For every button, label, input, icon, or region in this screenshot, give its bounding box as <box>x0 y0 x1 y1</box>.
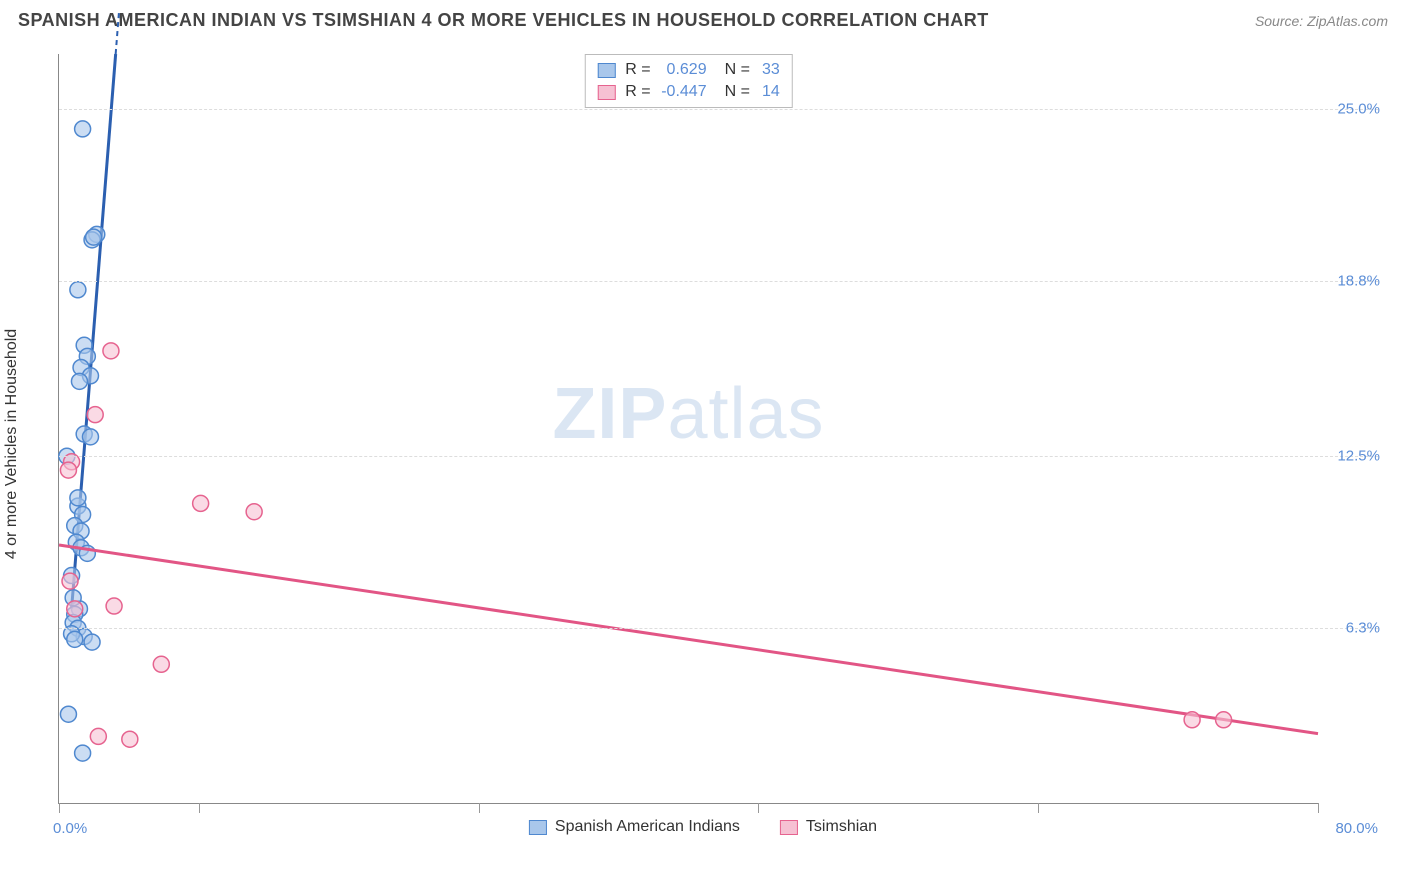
legend: Spanish American Indians Tsimshian <box>529 818 877 836</box>
data-point <box>193 495 209 511</box>
x-tick <box>1038 803 1039 813</box>
y-tick-label: 12.5% <box>1337 448 1380 465</box>
data-point <box>1184 712 1200 728</box>
data-point <box>122 731 138 747</box>
y-tick-label: 18.8% <box>1337 273 1380 290</box>
x-tick <box>758 803 759 813</box>
data-point <box>106 598 122 614</box>
data-point <box>246 504 262 520</box>
chart-header: SPANISH AMERICAN INDIAN VS TSIMSHIAN 4 O… <box>0 0 1406 37</box>
legend-label: Spanish American Indians <box>555 818 740 836</box>
y-tick-label: 6.3% <box>1346 620 1380 637</box>
data-point <box>71 373 87 389</box>
r-label: R = <box>625 61 650 79</box>
legend-label: Tsimshian <box>806 818 877 836</box>
data-point <box>75 121 91 137</box>
data-point <box>86 229 102 245</box>
gridline <box>59 628 1378 629</box>
gridline <box>59 456 1378 457</box>
y-tick-label: 25.0% <box>1337 101 1380 118</box>
data-point <box>1216 712 1232 728</box>
data-point <box>67 631 83 647</box>
stats-row: R = -0.447 N = 14 <box>597 81 779 103</box>
chart-title: SPANISH AMERICAN INDIAN VS TSIMSHIAN 4 O… <box>18 10 989 31</box>
x-tick <box>1318 803 1319 813</box>
stats-row: R = 0.629 N = 33 <box>597 59 779 81</box>
r-value: 0.629 <box>657 61 707 79</box>
data-point <box>60 706 76 722</box>
stats-swatch <box>597 85 615 100</box>
r-label: R = <box>625 83 650 101</box>
data-point <box>153 656 169 672</box>
n-value: 33 <box>762 61 780 79</box>
data-point <box>62 573 78 589</box>
plot-svg <box>59 54 1318 803</box>
gridline <box>59 109 1378 110</box>
data-point <box>90 728 106 744</box>
r-value: -0.447 <box>657 83 707 101</box>
data-point <box>70 282 86 298</box>
x-tick <box>199 803 200 813</box>
n-label: N = <box>725 61 750 79</box>
x-tick <box>59 803 60 813</box>
legend-swatch <box>529 820 547 835</box>
plot-region: ZIPatlas R = 0.629 N = 33 R = -0.447 N =… <box>58 54 1318 804</box>
data-point <box>84 634 100 650</box>
n-value: 14 <box>762 83 780 101</box>
chart-area: 4 or more Vehicles in Household ZIPatlas… <box>18 44 1388 844</box>
data-point <box>67 601 83 617</box>
legend-swatch <box>780 820 798 835</box>
trendline <box>59 545 1318 734</box>
x-tick <box>479 803 480 813</box>
data-point <box>70 490 86 506</box>
stats-swatch <box>597 63 615 78</box>
data-point <box>60 462 76 478</box>
y-axis-label: 4 or more Vehicles in Household <box>3 329 21 559</box>
data-point <box>82 429 98 445</box>
data-point <box>103 343 119 359</box>
n-label: N = <box>725 83 750 101</box>
gridline <box>59 281 1378 282</box>
data-point <box>75 745 91 761</box>
chart-source: Source: ZipAtlas.com <box>1255 13 1388 29</box>
legend-item: Tsimshian <box>780 818 877 836</box>
legend-item: Spanish American Indians <box>529 818 740 836</box>
data-point <box>87 407 103 423</box>
stats-box: R = 0.629 N = 33 R = -0.447 N = 14 <box>584 54 792 108</box>
x-max-label: 80.0% <box>1335 820 1378 837</box>
x-min-label: 0.0% <box>53 820 87 837</box>
